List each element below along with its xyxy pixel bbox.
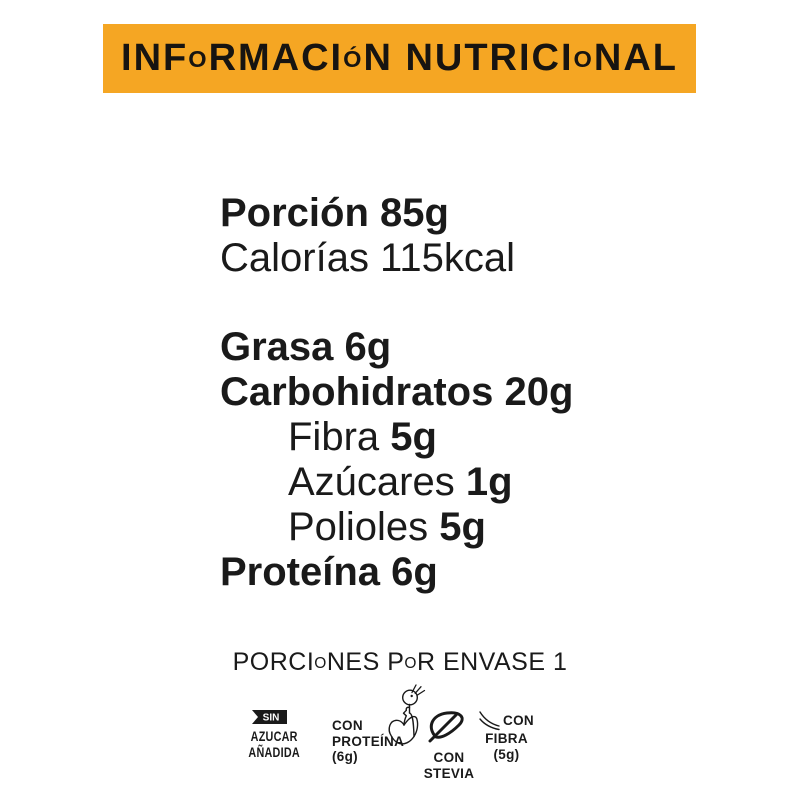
- svg-text:SIN: SIN: [263, 713, 280, 724]
